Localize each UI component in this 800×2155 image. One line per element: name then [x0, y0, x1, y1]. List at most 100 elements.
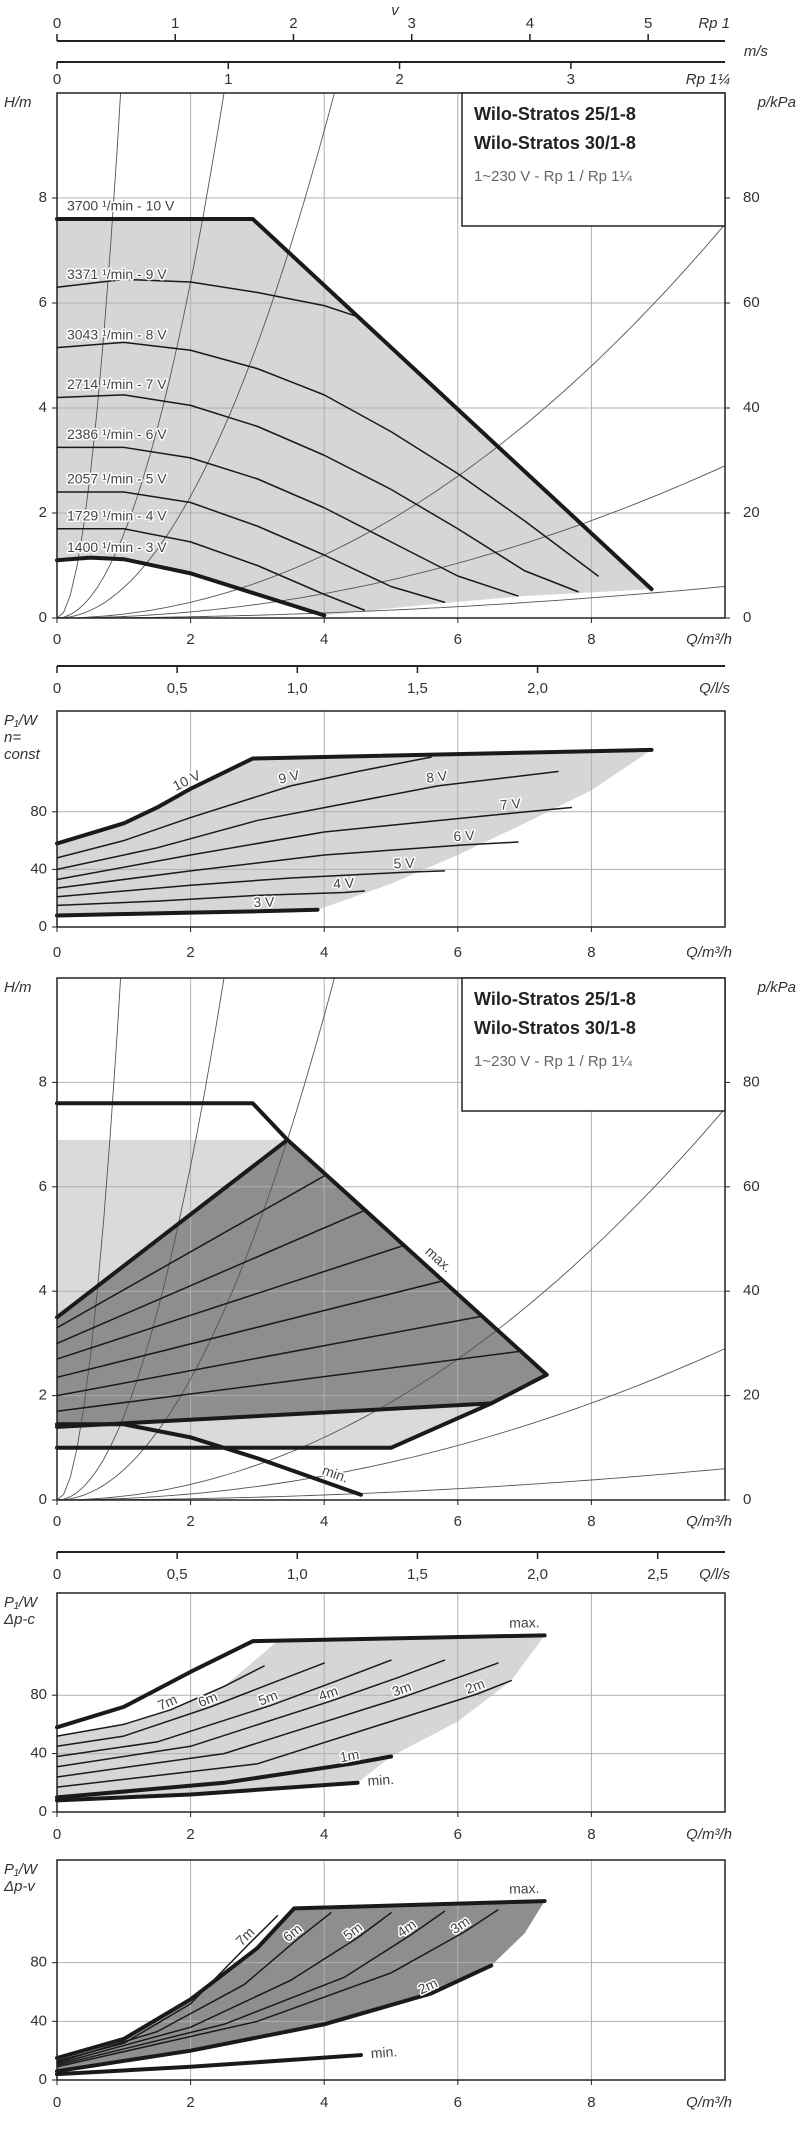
y-tick-label: 6 — [39, 1178, 47, 1195]
x-tick-label: 8 — [587, 631, 595, 648]
axis-tick-label: 3 — [408, 15, 416, 32]
y-tick-label: 8 — [39, 189, 47, 206]
curve — [56, 841, 519, 889]
x-tick-label: 2 — [186, 1513, 194, 1530]
x-tick-label: 0 — [53, 944, 61, 961]
curve — [56, 446, 519, 597]
curve-label: 2057 ¹/min - 5 V — [67, 471, 167, 487]
y2-tick-label: 40 — [743, 399, 760, 416]
curve — [55, 1754, 393, 1800]
curve-label: 1400 ¹/min - 3 V — [67, 539, 167, 555]
y-axis-label: P₁/W — [4, 1594, 39, 1611]
x-axis-label: Q/m³/h — [686, 944, 732, 961]
info-box — [461, 92, 726, 227]
y2-tick-label: 0 — [743, 1491, 751, 1508]
x-tick-label: 6 — [454, 1826, 462, 1843]
axis-tick-label: 2,5 — [647, 1566, 668, 1583]
y2-axis-label: p/kPa — [757, 979, 796, 996]
y-tick-label: 6 — [39, 294, 47, 311]
curve-label: 6 V — [453, 827, 476, 844]
curve — [56, 890, 366, 907]
y-axis-label: const — [4, 746, 41, 763]
y2-tick-label: 60 — [743, 294, 760, 311]
info-text: Wilo-Stratos 30/1-8 — [474, 1018, 636, 1038]
plot-frame — [56, 710, 726, 928]
y-tick-label: 2 — [39, 504, 47, 521]
axis-tick-label: 5 — [644, 15, 652, 32]
curve-label: 7 V — [499, 795, 522, 813]
curve-label: 9 V — [277, 767, 302, 787]
x-tick-label: 4 — [320, 631, 328, 648]
region — [57, 1139, 547, 1427]
y2-axis-label: p/kPa — [757, 94, 796, 111]
x-tick-label: 4 — [320, 1826, 328, 1843]
curve-label: 3371 ¹/min - 9 V — [67, 266, 167, 282]
curve-label: 4 V — [333, 874, 356, 892]
y2-tick-label: 20 — [743, 1387, 760, 1404]
y-axis-label: Δp-c — [3, 1611, 35, 1628]
curve — [55, 1780, 360, 1803]
curve — [56, 341, 599, 577]
y-axis-label: Δp-v — [3, 1878, 36, 1895]
y-tick-label: 0 — [39, 2071, 47, 2088]
y-tick-label: 40 — [30, 1745, 47, 1762]
axis-tick-label: 2 — [289, 15, 297, 32]
x-tick-label: 0 — [53, 631, 61, 648]
curve — [56, 1350, 522, 1413]
y-tick-label: 4 — [39, 399, 47, 416]
axis-tick-label: 0 — [53, 15, 61, 32]
system-curve — [57, 1468, 725, 1500]
x-tick-label: 8 — [587, 1513, 595, 1530]
x-tick-label: 2 — [186, 2094, 194, 2111]
y-tick-label: 8 — [39, 1073, 47, 1090]
x-axis-label: Q/m³/h — [686, 1513, 732, 1530]
system-curve — [57, 1348, 725, 1500]
info-text: Wilo-Stratos 25/1-8 — [474, 104, 636, 124]
curve — [55, 1401, 494, 1450]
axis-tick-label: 0 — [53, 680, 61, 697]
axis-tick-label: 4 — [526, 15, 534, 32]
curve-label: 8 V — [425, 767, 448, 785]
axis-tick-label: 1 — [171, 15, 179, 32]
y-tick-label: 4 — [39, 1282, 47, 1299]
y-tick-label: 40 — [30, 860, 47, 877]
axis-axis-label: Q/l/s — [699, 680, 730, 697]
y-axis-label: H/m — [4, 94, 32, 111]
region — [57, 219, 652, 616]
curve — [56, 770, 559, 871]
axis-tick-label: 1 — [224, 71, 232, 88]
x-tick-label: 6 — [454, 2094, 462, 2111]
curve — [56, 1209, 366, 1345]
curve — [55, 1633, 547, 1730]
x-tick-label: 6 — [454, 631, 462, 648]
axis-tick-label: 0,5 — [167, 1566, 188, 1583]
system-curve — [57, 1108, 725, 1500]
x-tick-label: 6 — [454, 1513, 462, 1530]
curve — [55, 1422, 363, 1497]
x-tick-label: 0 — [53, 2094, 61, 2111]
plot-frame — [56, 977, 726, 1501]
curve — [56, 1912, 392, 2065]
info-text: 1~230 V - Rp 1 / Rp 1¼ — [474, 1053, 633, 1070]
system-curve — [57, 978, 225, 1500]
axis-tick-label: 0 — [53, 71, 61, 88]
y-tick-label: 80 — [30, 1686, 47, 1703]
curve — [56, 1662, 325, 1748]
curve — [55, 217, 654, 592]
system-curve — [57, 93, 335, 618]
axis-axis-label: v — [391, 2, 400, 19]
axis-unit: m/s — [744, 43, 769, 60]
y-axis-label: H/m — [4, 979, 32, 996]
curve — [56, 1244, 406, 1360]
curve-label: 1m — [338, 1746, 360, 1765]
plot-frame — [56, 1859, 726, 2081]
curve — [55, 907, 320, 918]
curve — [55, 2053, 363, 2077]
system-curve — [57, 465, 725, 618]
axis-tick-label: 3 — [567, 71, 575, 88]
region — [57, 749, 652, 916]
y2-tick-label: 80 — [743, 189, 760, 206]
x-tick-label: 0 — [53, 1513, 61, 1530]
